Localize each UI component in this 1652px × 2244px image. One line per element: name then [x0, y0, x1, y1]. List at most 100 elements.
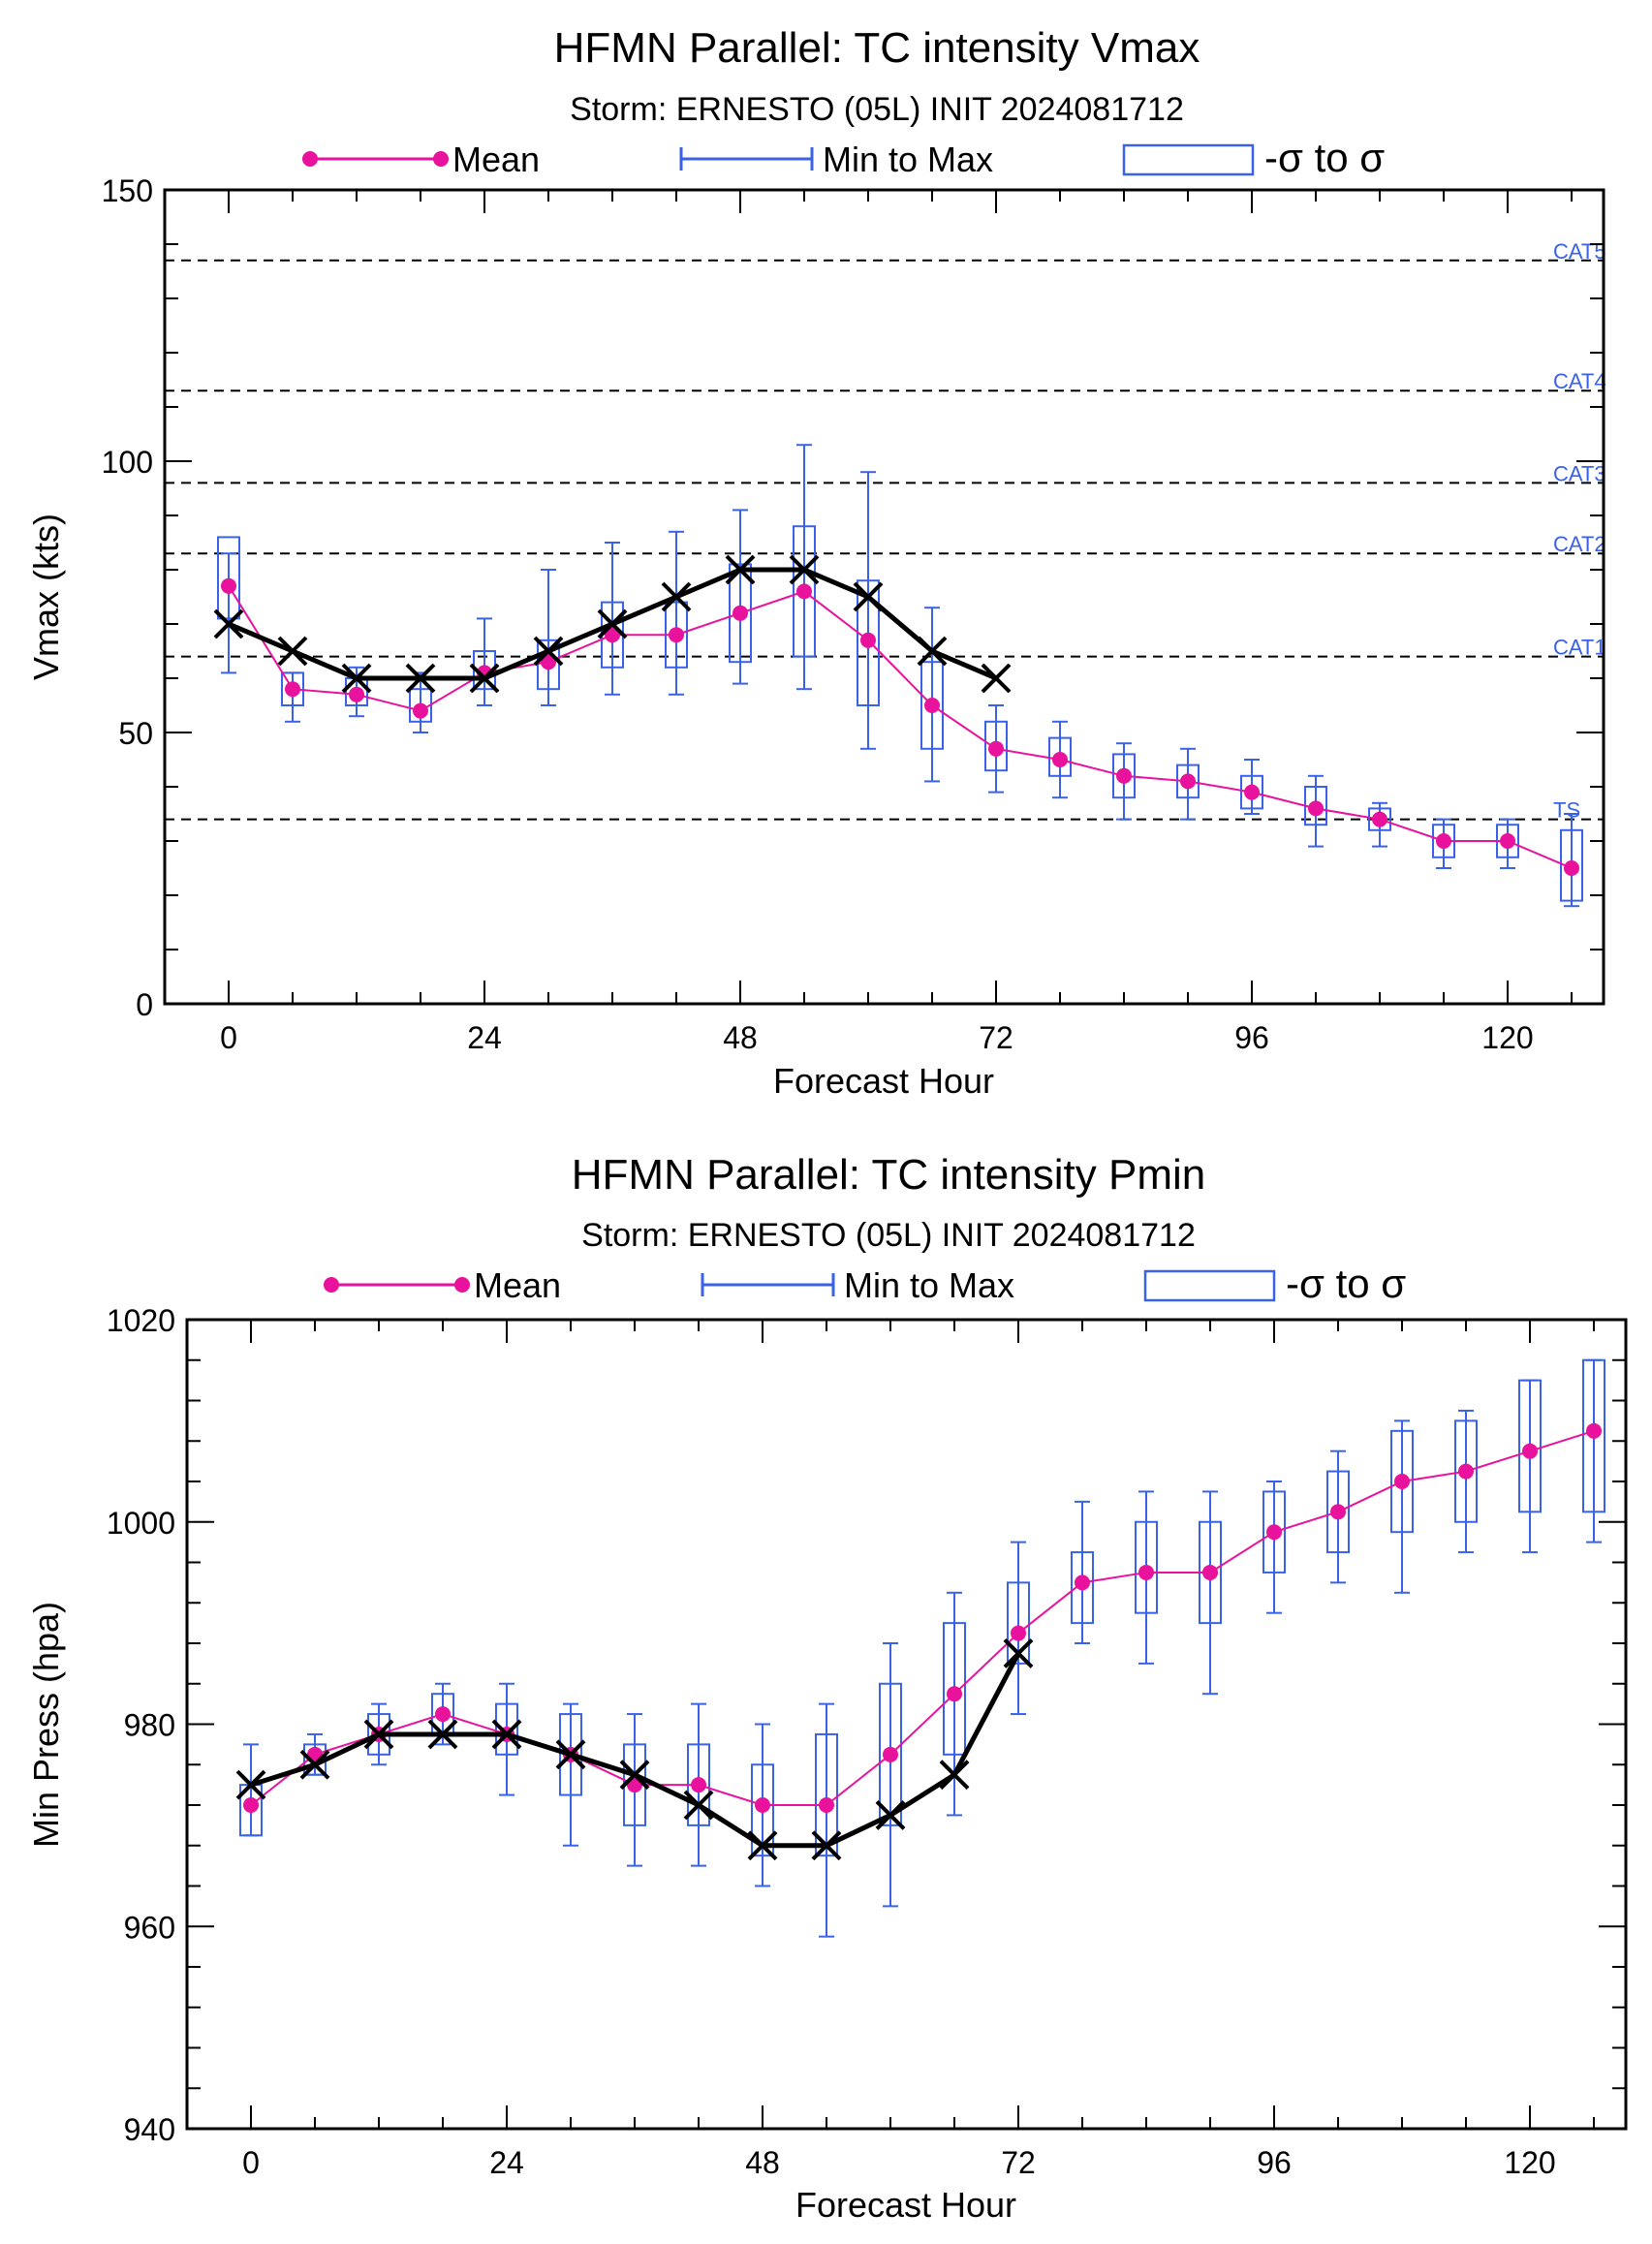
sigma-box: [1262, 1490, 1286, 1574]
x-tick-label: 48: [745, 2145, 780, 2180]
observed-marker: [235, 1769, 266, 1800]
mean-point: [1075, 1574, 1090, 1591]
observed-marker: [939, 1760, 970, 1791]
vmax-legend: Mean Min to Max -σ to σ: [302, 135, 1385, 180]
mean-point: [1116, 767, 1132, 784]
mean-point: [988, 740, 1004, 757]
vmax-plot-frame: [163, 188, 1605, 1006]
mean-point: [1308, 800, 1324, 817]
y-tick-label: 940: [124, 2112, 175, 2147]
mean-point: [1330, 1504, 1346, 1520]
legend-sigma-box: [1122, 143, 1255, 176]
mean-point: [1244, 784, 1260, 800]
pmin-legend: Mean Min to Max -σ to σ: [324, 1261, 1406, 1306]
y-tick-label: 100: [102, 445, 153, 480]
mean-point: [732, 605, 748, 621]
mean-point: [1564, 860, 1579, 876]
x-tick-label: 96: [1234, 1020, 1269, 1055]
legend-sigma-label: -σ to σ: [1264, 135, 1385, 180]
observed-marker: [363, 1719, 394, 1750]
sigma-box: [1454, 1419, 1478, 1523]
mean-point: [1372, 811, 1387, 827]
legend-mean-label: Mean: [452, 140, 540, 179]
mean-point: [1436, 833, 1451, 849]
reference-label: CAT5: [1553, 239, 1606, 264]
observed-marker: [981, 663, 1012, 694]
x-tick-label: 72: [979, 1020, 1013, 1055]
observed-marker: [555, 1739, 586, 1770]
sigma-box: [751, 1763, 774, 1857]
x-tick-label: 72: [1001, 2145, 1036, 2180]
observed-marker: [491, 1719, 522, 1750]
mean-line: [250, 1429, 1595, 1806]
y-tick-label: 50: [118, 716, 153, 751]
mean-point: [669, 627, 684, 643]
mean-point: [285, 681, 300, 698]
observed-marker: [427, 1719, 458, 1750]
mean-point: [860, 632, 876, 648]
observed-marker: [405, 663, 436, 694]
mean-point: [221, 577, 236, 594]
reference-label: CAT1: [1553, 636, 1606, 660]
sigma-box: [1326, 1470, 1350, 1554]
observed-marker: [789, 554, 820, 585]
observed-marker: [619, 1760, 650, 1791]
observed-marker: [853, 581, 884, 612]
pmin-x-axis-label: Forecast Hour: [795, 2185, 1016, 2225]
sigma-box: [1390, 1429, 1414, 1534]
mean-point: [947, 1686, 962, 1702]
sigma-box: [879, 1682, 902, 1826]
vmax-panel: HFMN Parallel: TC intensity Vmax Storm: …: [26, 24, 1606, 1101]
observed-marker: [597, 608, 628, 639]
x-tick-label: 120: [1481, 1020, 1533, 1055]
observed-marker: [299, 1749, 330, 1780]
mean-point: [924, 698, 940, 713]
mean-point: [1522, 1443, 1538, 1459]
legend-minmax-label: Min to Max: [823, 140, 993, 179]
mean-point: [541, 654, 556, 670]
mean-point: [1500, 833, 1515, 849]
sigma-box: [729, 563, 752, 664]
pmin-panel: HFMN Parallel: TC intensity Pmin Storm: …: [26, 1151, 1628, 2225]
sigma-box: [815, 1732, 838, 1857]
y-tick-label: 1020: [107, 1303, 175, 1338]
x-tick-label: 0: [242, 2145, 260, 2180]
observed-marker: [469, 663, 500, 694]
mean-point: [1394, 1474, 1410, 1489]
x-tick-label: 24: [489, 2145, 524, 2180]
vmax-chart-title: HFMN Parallel: TC intensity Vmax: [554, 24, 1200, 72]
mean-point: [413, 702, 428, 719]
pmin-chart-subtitle: Storm: ERNESTO (05L) INIT 2024081712: [581, 1217, 1196, 1254]
mean-point: [1586, 1422, 1602, 1439]
mean-point: [1138, 1564, 1154, 1580]
legend-sigma-box: [1143, 1269, 1276, 1302]
x-tick-label: 48: [723, 1020, 758, 1055]
legend-minmax-label: Min to Max: [844, 1265, 1014, 1305]
mean-point: [755, 1797, 770, 1813]
reference-label: CAT4: [1553, 369, 1606, 393]
x-tick-label: 96: [1257, 2145, 1292, 2180]
mean-point: [883, 1746, 898, 1762]
x-tick-label: 120: [1504, 2145, 1555, 2180]
sigma-box: [984, 720, 1008, 772]
observed-marker: [917, 636, 948, 667]
reference-label: TS: [1553, 798, 1580, 823]
observed-marker: [533, 636, 564, 667]
sigma-box: [1368, 807, 1391, 831]
observed-marker: [213, 608, 244, 639]
vmax-x-axis-label: Forecast Hour: [773, 1061, 994, 1101]
sigma-box: [1071, 1551, 1094, 1625]
sigma-box: [1240, 774, 1263, 810]
mean-point: [819, 1797, 834, 1813]
mean-point: [435, 1706, 451, 1723]
y-tick-label: 980: [124, 1708, 175, 1743]
legend-mean-marker: [302, 151, 318, 167]
y-tick-label: 0: [136, 987, 153, 1022]
observed-marker: [747, 1830, 778, 1861]
y-tick-label: 150: [102, 173, 153, 208]
legend-mean-marker: [324, 1277, 339, 1293]
pmin-chart-title: HFMN Parallel: TC intensity Pmin: [572, 1151, 1205, 1199]
observed-marker: [811, 1830, 842, 1861]
legend-mean-marker: [454, 1277, 470, 1293]
